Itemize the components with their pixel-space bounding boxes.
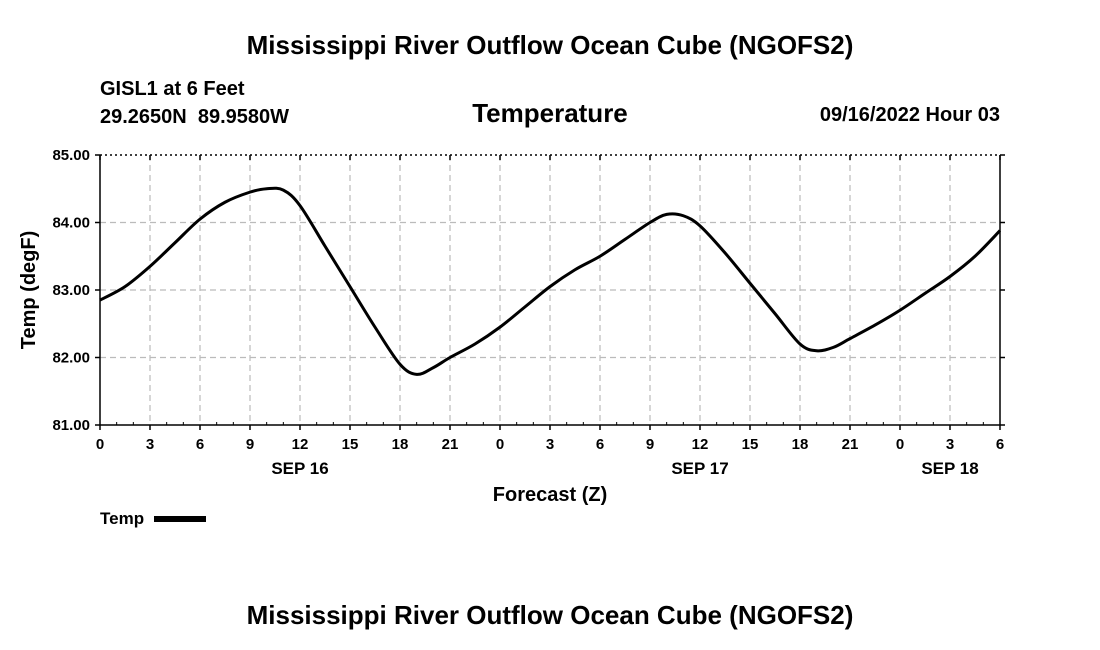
station-label: GISL1 at 6 Feet <box>100 78 245 100</box>
x-tick-label: 21 <box>442 436 459 453</box>
series-line-temp <box>99 186 1002 376</box>
y-tick-label: 83.00 <box>52 282 90 299</box>
x-tick-label: 15 <box>742 436 759 453</box>
x-tick-label: 18 <box>392 436 409 453</box>
legend-line-swatch <box>154 516 207 522</box>
x-day-label: SEP 16 <box>271 459 328 478</box>
x-day-label: SEP 17 <box>671 459 728 478</box>
x-tick-label: 12 <box>292 436 309 453</box>
y-tick-label: 81.00 <box>52 417 90 434</box>
y-tick-label: 85.00 <box>52 147 90 164</box>
y-axis-title: Temp (degF) <box>18 231 40 350</box>
x-axis-title: Forecast (Z) <box>493 484 607 506</box>
legend: Temp <box>100 509 207 529</box>
x-tick-label: 3 <box>946 436 954 453</box>
legend-label: Temp <box>100 509 145 528</box>
x-tick-label: 3 <box>546 436 554 453</box>
x-tick-label: 0 <box>496 436 504 453</box>
x-tick-label: 0 <box>896 436 904 453</box>
x-tick-label: 0 <box>96 436 104 453</box>
x-day-label: SEP 18 <box>921 459 978 478</box>
x-tick-label: 3 <box>146 436 154 453</box>
x-tick-label: 6 <box>596 436 604 453</box>
y-tick-label: 84.00 <box>52 215 90 232</box>
x-tick-label: 21 <box>842 436 859 453</box>
x-tick-label: 12 <box>692 436 709 453</box>
chart-title: Temperature <box>472 98 628 128</box>
x-tick-label: 6 <box>996 436 1004 453</box>
station-coordinates: 29.2650N 89.9580W <box>100 106 290 128</box>
x-tick-label: 18 <box>792 436 809 453</box>
y-tick-label: 82.00 <box>52 350 90 367</box>
x-tick-label: 9 <box>246 436 254 453</box>
footer-title: Mississippi River Outflow Ocean Cube (NG… <box>246 600 854 630</box>
x-tick-label: 6 <box>196 436 204 453</box>
x-tick-label: 9 <box>646 436 654 453</box>
x-tick-label: 15 <box>342 436 359 453</box>
forecast-timestamp: 09/16/2022 Hour 03 <box>819 104 1000 126</box>
page-title: Mississippi River Outflow Ocean Cube (NG… <box>246 30 854 60</box>
